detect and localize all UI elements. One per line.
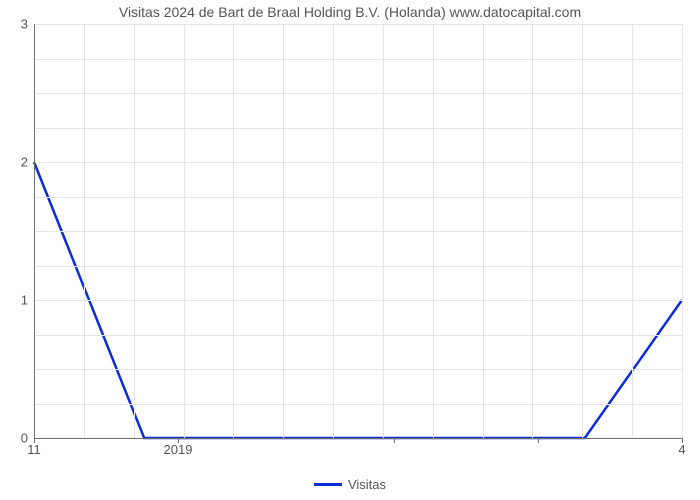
grid-line-vertical (283, 24, 284, 438)
grid-line-horizontal (34, 369, 682, 370)
grid-line-vertical (483, 24, 484, 438)
grid-line-vertical (632, 24, 633, 438)
grid-line-horizontal (34, 266, 682, 267)
legend-swatch (314, 483, 342, 486)
y-axis-label: 3 (21, 17, 28, 32)
grid-line-horizontal (34, 404, 682, 405)
plot-area: 01231120194 (34, 24, 682, 438)
grid-line-vertical (383, 24, 384, 438)
x-axis-label: 11 (27, 442, 41, 457)
grid-line-vertical (134, 24, 135, 438)
x-tick-mark (394, 438, 395, 443)
y-axis-label: 1 (21, 293, 28, 308)
x-axis-label: 4 (678, 442, 685, 457)
grid-line-vertical (433, 24, 434, 438)
y-axis-label: 2 (21, 155, 28, 170)
x-axis-line (34, 438, 682, 439)
grid-line-horizontal (34, 335, 682, 336)
x-tick-mark (538, 438, 539, 443)
grid-line-horizontal (34, 162, 682, 163)
grid-line-horizontal (34, 128, 682, 129)
grid-line-vertical (84, 24, 85, 438)
grid-line-horizontal (34, 24, 682, 25)
x-axis-label: 2019 (164, 442, 193, 457)
grid-line-horizontal (34, 231, 682, 232)
grid-line-vertical (532, 24, 533, 438)
legend-label: Visitas (348, 477, 386, 492)
grid-line-vertical (233, 24, 234, 438)
y-axis-line (34, 24, 35, 438)
grid-line-horizontal (34, 197, 682, 198)
grid-line-horizontal (34, 300, 682, 301)
legend: Visitas (0, 476, 700, 492)
grid-line-vertical (184, 24, 185, 438)
grid-line-vertical (582, 24, 583, 438)
grid-line-vertical (682, 24, 683, 438)
grid-line-vertical (333, 24, 334, 438)
chart-title: Visitas 2024 de Bart de Braal Holding B.… (0, 4, 700, 20)
grid-line-horizontal (34, 59, 682, 60)
chart-container: Visitas 2024 de Bart de Braal Holding B.… (0, 0, 700, 500)
grid-line-horizontal (34, 93, 682, 94)
